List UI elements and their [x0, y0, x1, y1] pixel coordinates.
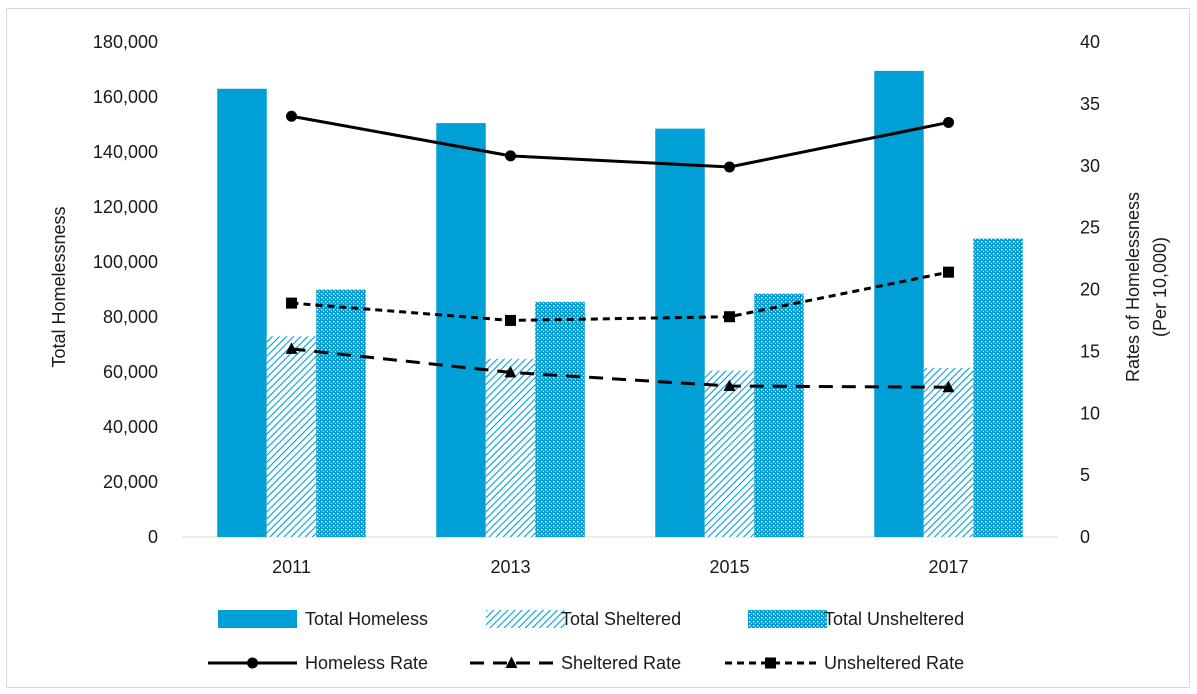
y-right-tick-label: 5	[1080, 465, 1090, 485]
line-point	[943, 266, 954, 278]
legend-label: Total Homeless	[305, 609, 428, 629]
line-point	[942, 380, 955, 393]
y-left-tick-label: 40,000	[103, 417, 158, 437]
bar-series-total-sheltered	[266, 336, 974, 537]
y-right-tick-label: 40	[1080, 32, 1100, 52]
y-left-tick-label: 100,000	[93, 252, 158, 272]
line-point	[723, 379, 736, 392]
bars	[217, 70, 1023, 537]
y-right-tick-label: 25	[1080, 218, 1100, 238]
line-path	[291, 114, 949, 169]
y-left-tick-label: 180,000	[93, 32, 158, 52]
legend-swatch	[748, 610, 827, 628]
legend-item-total-sheltered: Total Sheltered	[486, 609, 681, 629]
bar	[923, 367, 974, 537]
x-tick-label: 2011	[272, 557, 311, 577]
legend-label: Total Sheltered	[561, 609, 681, 629]
line-series-sheltered-rate	[285, 342, 955, 393]
line-point	[724, 311, 735, 323]
y-left-tick-label: 120,000	[93, 197, 158, 217]
y-left-tick-label: 80,000	[103, 307, 158, 327]
line-series-homeless-rate	[286, 110, 954, 173]
line-point	[724, 161, 735, 173]
y-right-tick-label: 35	[1080, 94, 1100, 114]
rate-lines	[285, 110, 955, 393]
bar	[704, 370, 755, 537]
line-path	[291, 270, 949, 322]
y-right-tick-label: 20	[1080, 280, 1100, 300]
y-left-tick-label: 160,000	[93, 87, 158, 107]
y-right-tick-label: 30	[1080, 156, 1100, 176]
bar	[655, 128, 705, 537]
bar	[535, 301, 585, 537]
legend: Total Homeless Total Sheltered Total Unshe…	[208, 609, 964, 673]
y-left-tick-label: 140,000	[93, 142, 158, 162]
legend-item-sheltered-rate: Sheltered Rate	[470, 653, 681, 673]
legend-item-unsheltered-rate: Unsheltered Rate	[725, 653, 964, 673]
line-path	[291, 347, 949, 389]
line-point	[286, 297, 297, 309]
bar-series-total-homeless	[217, 70, 924, 537]
legend-label: Total Unsheltered	[824, 609, 964, 629]
legend-label: Homeless Rate	[305, 653, 428, 673]
bar	[973, 238, 1023, 537]
line-point	[505, 656, 518, 668]
line-point	[504, 365, 517, 378]
y-left-tick-label: 20,000	[103, 472, 158, 492]
x-tick-label: 2015	[709, 557, 749, 577]
line-point	[505, 150, 516, 162]
line-point	[765, 657, 776, 669]
y-left-tick-label: 60,000	[103, 362, 158, 382]
bar	[754, 293, 804, 537]
bar	[217, 88, 267, 537]
y-left-tick-label: 0	[148, 527, 158, 547]
line-point	[285, 342, 298, 354]
bar	[316, 289, 366, 537]
legend-swatch	[486, 610, 565, 628]
bar	[266, 336, 317, 537]
y-right-tick-label: 15	[1080, 341, 1100, 361]
bar	[485, 358, 536, 537]
line-point	[943, 116, 954, 128]
line-point	[505, 314, 516, 326]
line-series-unsheltered-rate	[286, 266, 954, 326]
legend-item-total-homeless: Total Homeless	[218, 609, 428, 629]
bar	[874, 70, 924, 537]
y-right-tick-label: 0	[1080, 527, 1090, 547]
line-point	[286, 110, 297, 122]
legend-label: Unsheltered Rate	[824, 653, 964, 673]
bar-series-total-unsheltered	[316, 238, 1023, 537]
legend-item-total-unsheltered: Total Unsheltered	[748, 609, 964, 629]
legend-swatch	[218, 610, 297, 628]
bar	[436, 123, 486, 537]
line-point	[247, 657, 258, 669]
y-axis-left-title: Total Homelessness	[49, 206, 69, 367]
y-axis-right-title-line2: (Per 10,000)	[1150, 237, 1170, 337]
y-right-tick-label: 10	[1080, 403, 1100, 423]
x-tick-label: 2013	[490, 557, 530, 577]
legend-label: Sheltered Rate	[561, 653, 681, 673]
x-tick-label: 2017	[928, 557, 968, 577]
y-axis-right-title-line1: Rates of Homelessness	[1123, 192, 1143, 382]
legend-item-homeless-rate: Homeless Rate	[208, 653, 428, 673]
